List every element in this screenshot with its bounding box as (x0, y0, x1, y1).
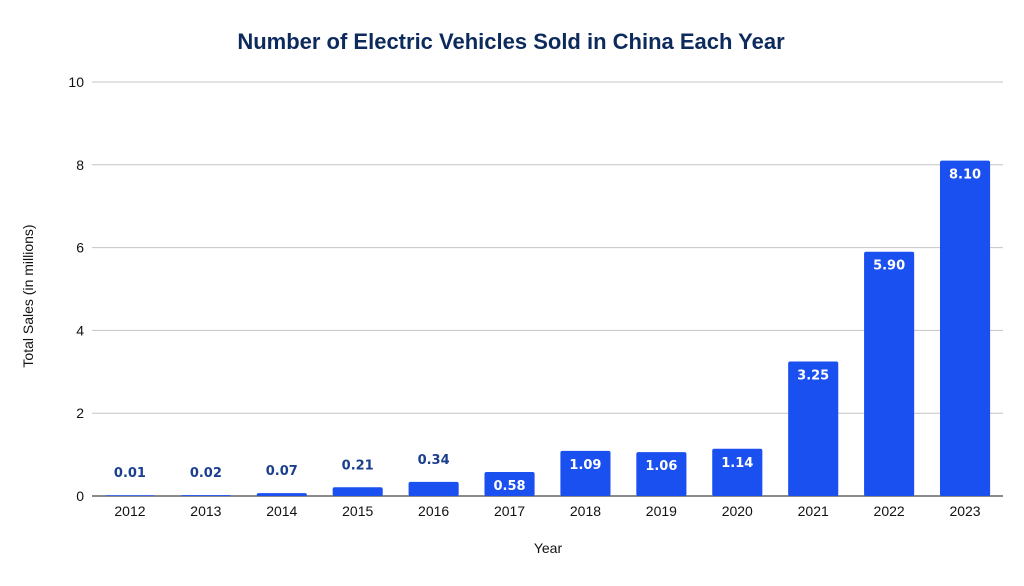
bar-2020 (712, 448, 763, 496)
data-label-2023: 8.10 (949, 168, 981, 183)
x-tick-label: 2021 (798, 503, 829, 519)
data-labels: 0.01 0.02 0.07 0.21 0.34 0.58 1.09 1.06 1.14 3.25… (114, 168, 981, 494)
bar-2018 (560, 450, 611, 496)
y-tick-label: 6 (76, 240, 84, 256)
x-tick-label: 2012 (114, 503, 145, 519)
x-tick-label: 2015 (342, 503, 373, 519)
chart-title: Number of Electric Vehicles Sold in Chin… (237, 29, 785, 54)
x-tick-label: 2018 (570, 503, 601, 519)
data-label-2013: 0.02 (190, 466, 222, 481)
data-label-2019: 1.06 (645, 459, 677, 474)
y-tick-label: 4 (76, 322, 84, 338)
bar-2017 (484, 471, 535, 496)
bar-2021 (788, 361, 839, 496)
x-tick-label: 2019 (646, 503, 677, 519)
y-tick-label: 8 (76, 157, 84, 173)
data-label-2018: 1.09 (569, 458, 601, 473)
x-tick-label: 2023 (949, 503, 980, 519)
bars (104, 160, 991, 496)
x-tick-label: 2020 (722, 503, 753, 519)
x-axis-label: Year (534, 540, 563, 556)
x-tick-label: 2016 (418, 503, 449, 519)
data-label-2012: 0.01 (114, 466, 146, 481)
bar-2019 (636, 452, 687, 496)
y-tick-label: 0 (76, 488, 84, 504)
bar-2014 (256, 493, 307, 496)
x-tick-label: 2014 (266, 503, 297, 519)
y-axis-ticks: 0 2 4 6 8 10 (68, 74, 84, 504)
data-label-2015: 0.21 (342, 458, 374, 473)
bar-2016 (408, 481, 459, 496)
bar-2022 (864, 251, 915, 496)
x-axis-ticks: 2012 2013 2014 2015 2016 2017 2018 2019 2020 2021… (114, 503, 980, 519)
bar-2023 (939, 160, 991, 496)
y-tick-label: 2 (76, 405, 84, 421)
bar-2015 (332, 487, 383, 496)
y-axis-label: Total Sales (in millions) (20, 224, 36, 367)
y-tick-label: 10 (68, 74, 84, 90)
data-label-2020: 1.14 (721, 456, 753, 471)
x-tick-label: 2013 (190, 503, 221, 519)
x-tick-label: 2022 (874, 503, 905, 519)
bar-2012 (104, 495, 156, 496)
data-label-2014: 0.07 (266, 464, 298, 479)
data-label-2016: 0.34 (418, 453, 450, 468)
data-label-2022: 5.90 (873, 259, 905, 274)
x-tick-label: 2017 (494, 503, 525, 519)
gridlines (92, 81, 1003, 497)
data-label-2021: 3.25 (797, 368, 829, 383)
data-label-2017: 0.58 (494, 479, 526, 494)
bar-2013 (180, 495, 231, 496)
